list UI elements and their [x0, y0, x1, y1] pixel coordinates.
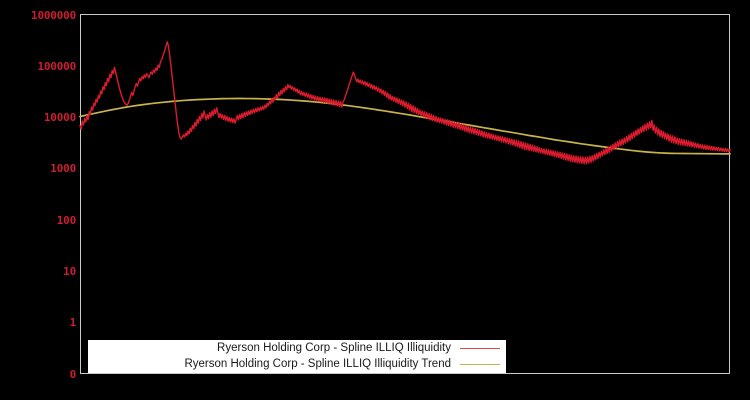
plot-frame [80, 14, 730, 374]
y-tick-label-1: 1 [69, 316, 77, 330]
y-tick-label-100000: 100000 [37, 59, 76, 73]
y-tick-label-1000000: 1000000 [31, 8, 76, 22]
trend-line-path [79, 97, 731, 155]
legend-swatch-illiquidity-trend [460, 363, 500, 365]
chart-legend: Ryerson Holding Corp - Spline ILLIQ Illi… [88, 340, 506, 373]
y-tick-label-10: 10 [63, 265, 76, 278]
legend-label-illiquidity: Ryerson Holding Corp - Spline ILLIQ Illi… [217, 341, 451, 354]
illiquidity-line-path [79, 41, 731, 165]
legend-entry-illiquidity-trend: Ryerson Holding Corp - Spline ILLIQ Illi… [88, 356, 506, 372]
y-tick-label-1000: 1000 [50, 162, 76, 176]
y-tick-label-0: 0 [69, 367, 77, 381]
plot-area [79, 14, 731, 374]
legend-swatch-illiquidity [460, 347, 500, 349]
y-tick-label-10000: 10000 [43, 111, 76, 125]
series-canvas [79, 41, 731, 165]
y-tick-label-100: 100 [56, 213, 76, 227]
legend-entry-illiquidity: Ryerson Holding Corp - Spline ILLIQ Illi… [88, 340, 506, 356]
legend-label-illiquidity-trend: Ryerson Holding Corp - Spline ILLIQ Illi… [184, 357, 451, 370]
y-axis-tick-labels: 1000000 100000 10000 1000 100 10 1 0 [0, 0, 76, 400]
